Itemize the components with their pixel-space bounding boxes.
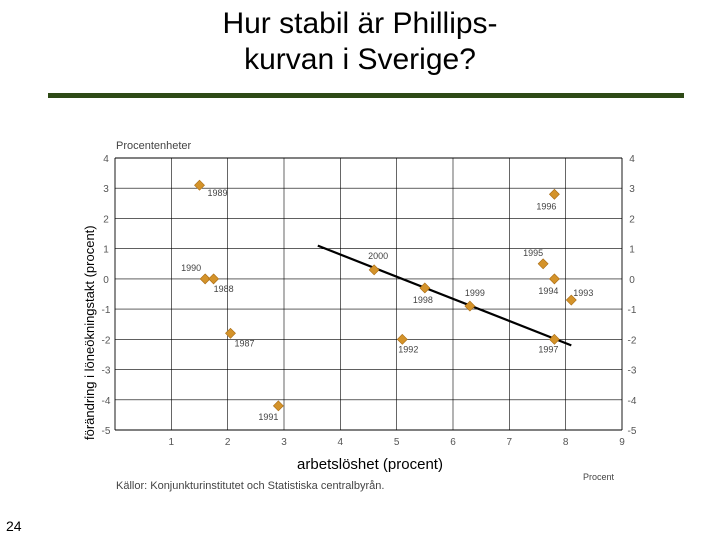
y-tick-label-right: -3 [628,366,637,377]
source-note: Källor: Konjunkturinstitutet och Statist… [116,480,384,492]
page-number: 24 [6,518,22,534]
point-1996 [548,188,560,200]
x-tick-label: 8 [563,437,569,448]
y-tick-label-right: 2 [629,214,635,225]
y-tick-label-right: 0 [629,275,635,286]
x-tick-label: 3 [281,437,287,448]
slide-title-line-2: kurvan i Sverige? [244,43,476,76]
point-label-1998: 1998 [413,295,433,305]
point-label-2000: 2000 [368,251,388,261]
unit-label: Procentenheter [116,140,192,152]
point-1989 [194,179,205,191]
y-tick-label-right: -2 [628,335,637,346]
y-tick-label-right: -5 [628,426,637,437]
slide-title-line-1: Hur stabil är Phillips- [222,7,498,40]
data-points [194,179,577,412]
point-label-1996: 1996 [536,201,556,211]
x-tick-label: 9 [619,437,625,448]
y-tick-label-left: 0 [103,275,109,286]
trend-line-group [317,244,572,347]
y-tick-label-left: -1 [102,305,111,316]
x-tick-label: 5 [394,437,400,448]
point-label-1994: 1994 [538,286,558,296]
point-label-1992: 1992 [398,344,418,354]
y-tick-label-left: -5 [102,426,111,437]
point-label-1987: 1987 [234,338,254,348]
data-labels: 1989 1996 2000 1995 1990 1988 1994 1998 1993 1999… [181,188,593,422]
y-tick-label-left: 2 [103,214,109,225]
trend-line [317,244,572,347]
point-1994 [548,273,560,285]
point-1997 [548,333,560,345]
point-label-1989: 1989 [208,188,228,198]
y-tick-label-left: -2 [102,335,111,346]
y-tick-label-right: -4 [628,396,637,407]
point-1987 [225,327,236,339]
point-label-1990: 1990 [181,263,201,273]
slide-title: Hur stabil är Phillips- kurvan i Sverige… [150,6,570,78]
y-tick-label-left: -3 [102,366,111,377]
point-label-1991: 1991 [258,412,278,422]
x-tick-label: 4 [338,437,344,448]
point-1999 [464,300,476,312]
x-tick-label: 7 [507,437,513,448]
point-label-1988: 1988 [214,284,234,294]
point-1991 [272,400,284,412]
point-1993 [565,294,577,306]
point-1992 [396,333,408,345]
point-label-1997: 1997 [538,344,558,354]
axis-ticks: 1 2 3 4 5 6 7 8 9 4 3 2 1 0 -1 -2 -3 -4 -5 4 3 2 1 0 -1 -2 -3 -4 -5 [102,154,637,448]
y-tick-label-left: 3 [103,184,109,195]
y-tick-label-left: -4 [102,396,111,407]
x-tick-label: 6 [450,437,456,448]
point-1988 [208,273,220,285]
y-tick-label-right: 3 [629,184,635,195]
y-tick-label-left: 1 [103,245,109,256]
title-divider [48,93,684,98]
x-axis-end-label: Procent [583,472,615,482]
point-2000 [368,264,380,276]
y-tick-label-right: -1 [628,305,637,316]
y-axis-title: förändring i löneökningstakt (procent) [82,225,97,440]
y-tick-label-left: 4 [103,154,109,165]
point-1998 [419,282,431,294]
point-1995 [537,258,549,270]
point-label-1995: 1995 [523,248,543,258]
point-1990 [199,273,211,285]
point-label-1993: 1993 [573,288,593,298]
x-axis-title: arbetslöshet (procent) [297,456,443,473]
point-label-1999: 1999 [465,288,485,298]
y-tick-label-right: 1 [629,245,635,256]
x-tick-label: 2 [225,437,231,448]
x-tick-label: 1 [169,437,175,448]
y-tick-label-right: 4 [629,154,635,165]
